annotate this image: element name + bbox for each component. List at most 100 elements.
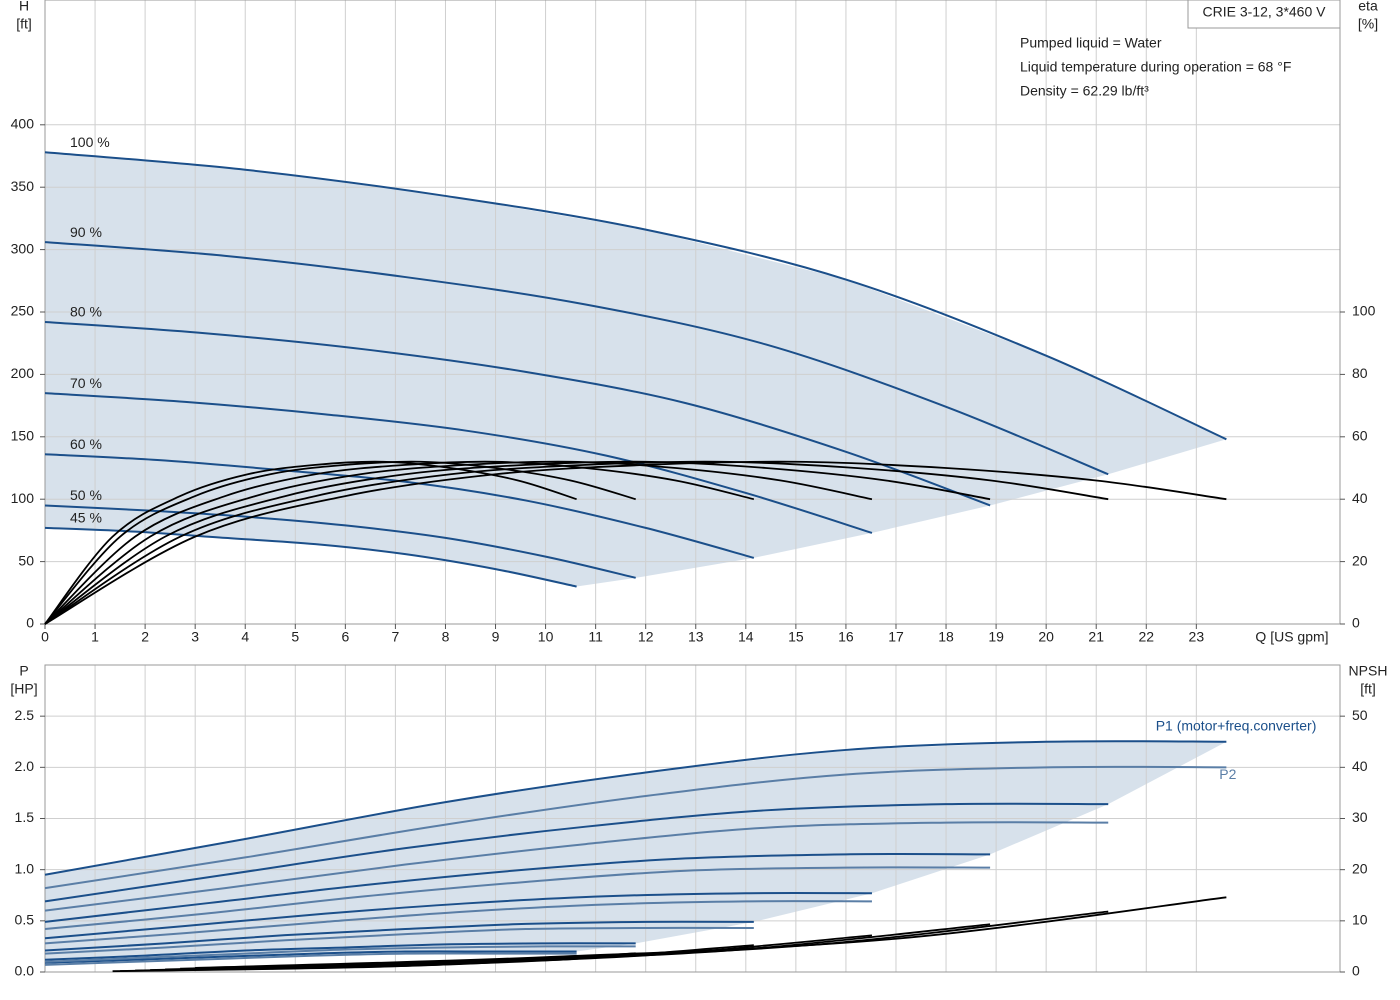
- y2-tick-label: 20: [1352, 552, 1368, 568]
- curve-label: P2: [1219, 766, 1236, 782]
- curve: [44, 853, 991, 923]
- x-tick-label: 20: [1038, 629, 1054, 645]
- y-tick-label: 0.5: [15, 912, 35, 928]
- x-tick-label: 12: [638, 629, 654, 645]
- y2-tick-label: 40: [1352, 490, 1368, 506]
- curve-label: 80 %: [70, 304, 102, 320]
- y-tick-label: 1.0: [15, 860, 35, 876]
- x-axis-label: Q [US gpm]: [1255, 629, 1328, 645]
- curve: [44, 950, 577, 964]
- y-tick-label: 0: [26, 615, 34, 631]
- x-tick-label: 8: [442, 629, 450, 645]
- y-axis-unit: [ft]: [16, 16, 32, 32]
- curve: [44, 241, 1109, 476]
- y2-tick-label: 0: [1352, 963, 1360, 979]
- curve: [44, 504, 636, 579]
- y2-tick-label: 10: [1352, 912, 1368, 928]
- curve-label: 50 %: [70, 487, 102, 503]
- y-tick-label: 150: [11, 428, 35, 444]
- y2-tick-label: 50: [1352, 707, 1368, 723]
- x-tick-label: 11: [588, 629, 603, 645]
- curve: [44, 460, 991, 625]
- x-tick-label: 9: [492, 629, 500, 645]
- y-tick-label: 2.0: [15, 758, 35, 774]
- curve-label: 60 %: [70, 436, 102, 452]
- curve: [44, 891, 872, 940]
- y-tick-label: 100: [11, 490, 35, 506]
- x-tick-label: 22: [1138, 629, 1154, 645]
- x-tick-label: 5: [291, 629, 299, 645]
- curve-label: 90 %: [70, 224, 102, 240]
- curve: [44, 952, 577, 966]
- y-axis-unit: [HP]: [10, 681, 37, 697]
- x-tick-label: 6: [341, 629, 349, 645]
- x-tick-label: 3: [191, 629, 199, 645]
- title-box: [1187, 0, 1341, 29]
- curve: [112, 955, 577, 973]
- curve: [44, 460, 636, 625]
- y2-axis-label: eta: [1358, 0, 1378, 14]
- x-tick-label: 1: [91, 629, 99, 645]
- curve: [44, 821, 1109, 912]
- y-tick-label: 200: [11, 365, 35, 381]
- y-axis-label: H: [19, 0, 29, 14]
- curve: [44, 320, 991, 507]
- curve: [44, 392, 873, 534]
- annotation: Liquid temperature during operation = 68…: [1020, 59, 1291, 75]
- y-axis-label: P: [19, 663, 28, 679]
- y2-tick-label: 60: [1352, 428, 1368, 444]
- x-tick-label: 17: [888, 629, 904, 645]
- x-tick-label: 2: [141, 629, 149, 645]
- y2-tick-label: 30: [1352, 809, 1368, 825]
- y2-tick-label: 20: [1352, 860, 1368, 876]
- y-tick-label: 0.0: [15, 963, 35, 979]
- chart-title: CRIE 3-12, 3*460 V: [1203, 4, 1327, 20]
- operating-area: [45, 741, 1227, 963]
- x-tick-label: 7: [392, 629, 400, 645]
- curve: [44, 945, 636, 963]
- x-tick-label: 0: [41, 629, 49, 645]
- curve-label: 70 %: [70, 375, 102, 391]
- x-tick-label: 14: [738, 629, 754, 645]
- curve: [44, 942, 636, 961]
- x-tick-label: 15: [788, 629, 804, 645]
- y-tick-label: 250: [11, 303, 35, 319]
- y2-axis-label: NPSH: [1349, 663, 1388, 679]
- y-tick-label: 2.5: [15, 707, 35, 723]
- curve: [44, 460, 755, 625]
- y2-tick-label: 100: [1352, 303, 1376, 319]
- x-tick-label: 4: [241, 629, 249, 645]
- curve: [44, 740, 1227, 876]
- x-tick-label: 18: [938, 629, 954, 645]
- curve: [44, 866, 991, 931]
- curve: [44, 802, 1109, 903]
- y-tick-label: 50: [18, 552, 34, 568]
- curve-label: 45 %: [70, 510, 102, 526]
- y2-tick-label: 0: [1352, 615, 1360, 631]
- x-tick-label: 21: [1088, 629, 1104, 645]
- curve: [44, 526, 577, 588]
- curve: [44, 460, 1109, 625]
- y2-tick-label: 40: [1352, 758, 1368, 774]
- x-tick-label: 16: [838, 629, 854, 645]
- curve-label: P1 (motor+freq.converter): [1156, 717, 1317, 733]
- y2-axis-unit: [ft]: [1360, 681, 1376, 697]
- curve: [44, 900, 872, 945]
- curve-label: 100 %: [70, 134, 110, 150]
- curve: [44, 765, 1227, 890]
- x-tick-label: 23: [1189, 629, 1205, 645]
- curve: [44, 151, 1227, 441]
- y-tick-label: 300: [11, 240, 35, 256]
- curve: [44, 920, 754, 952]
- annotation: Density = 62.29 lb/ft³: [1020, 83, 1149, 99]
- y-tick-label: 400: [11, 116, 35, 132]
- y2-axis-unit: [%]: [1358, 16, 1378, 32]
- x-tick-label: 10: [538, 629, 554, 645]
- y-tick-label: 1.5: [15, 809, 35, 825]
- x-tick-label: 13: [688, 629, 704, 645]
- curve: [44, 453, 755, 559]
- plot: 0.0 0.5 1.0 1.5 2.0 2.5 0 10 20 30 40 50 P [HP] NPSH [f…: [10, 663, 1387, 979]
- annotation: Pumped liquid = Water: [1020, 35, 1162, 51]
